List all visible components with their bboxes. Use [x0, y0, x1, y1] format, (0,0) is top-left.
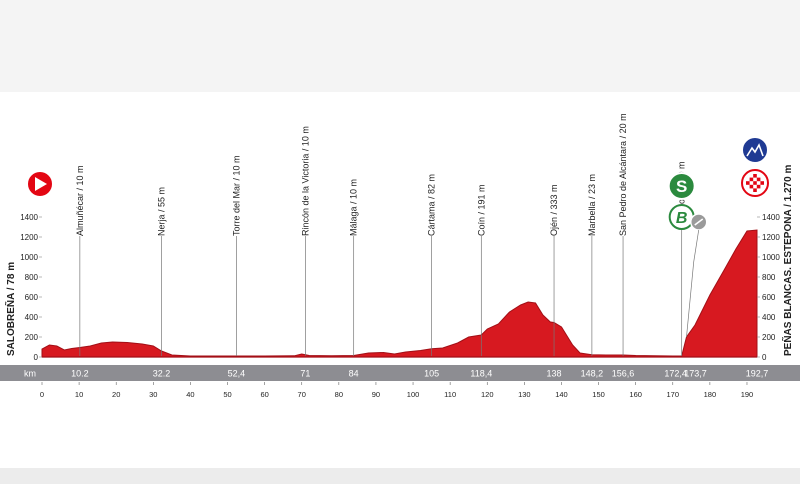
checker-square: [753, 188, 757, 192]
x-tick-label: 150: [592, 390, 605, 399]
x-tick-label: 170: [667, 390, 680, 399]
intermediate-marker-icon: [689, 213, 708, 231]
x-tick-label: 110: [444, 390, 456, 399]
x-tick-label: 100: [407, 390, 420, 399]
x-tick-label: 120: [481, 390, 494, 399]
y-tick-label-left: 200: [25, 333, 39, 342]
km-band-label: 10.2: [71, 369, 89, 379]
x-tick-label: 90: [372, 390, 380, 399]
km-band-label: 32.2: [153, 369, 171, 379]
climb-circle: [741, 136, 769, 164]
y-tick-label-right: 800: [762, 273, 776, 282]
x-tick-label: 0: [40, 390, 44, 399]
x-tick-label: 80: [335, 390, 343, 399]
y-tick-label-left: 1200: [20, 233, 38, 242]
km-band-label: 173,7: [684, 369, 707, 379]
waypoint-name: Málaga / 10 m: [349, 179, 359, 236]
x-tick-label: 20: [112, 390, 120, 399]
bonus-marker-icon: B: [668, 204, 695, 230]
x-tick-label: 70: [298, 390, 306, 399]
x-tick-label: 40: [186, 390, 194, 399]
x-tick-label: 130: [518, 390, 531, 399]
y-tick-label-right: 1200: [762, 233, 780, 242]
x-tick-label: 60: [260, 390, 268, 399]
checker-square: [756, 177, 761, 182]
x-tick-label: 30: [149, 390, 157, 399]
y-tick-label-right: 200: [762, 333, 776, 342]
km-band-label: 192,7: [746, 369, 769, 379]
play-arrow-icon: [35, 177, 47, 191]
intermediate-leader-line: [686, 229, 700, 338]
x-tick-label: 180: [704, 390, 717, 399]
km-band-label: 156,6: [612, 369, 635, 379]
km-band-label: 118,4: [470, 369, 492, 379]
intermediate-stripe: [694, 218, 704, 226]
chart-panel: [0, 92, 800, 468]
start-label: SALOBREÑA / 78 m: [4, 262, 17, 356]
mountain-climb-icon: [741, 136, 769, 164]
km-band: [0, 365, 800, 381]
sprint-letter: S: [676, 177, 687, 196]
km-band-label: 71: [300, 369, 310, 379]
finish-label: PEÑAS BLANCAS. ESTEPONA / 1.270 m: [781, 165, 794, 356]
checker-square: [749, 177, 754, 182]
km-band-label: 105: [424, 369, 439, 379]
start-marker-icon: [26, 170, 54, 198]
x-tick-label: 140: [555, 390, 568, 399]
y-tick-label-left: 400: [25, 313, 39, 322]
waypoint-name: Torre del Mar / 10 m: [231, 155, 241, 236]
mountain-peaks-icon: [746, 143, 764, 157]
bonus-letter: B: [676, 210, 688, 227]
waypoint-name: Nerja / 55 m: [156, 187, 166, 236]
km-band-label: 138: [547, 369, 562, 379]
x-tick-label: 50: [223, 390, 231, 399]
waypoint-name: Rincón de la Victoria / 10 m: [300, 126, 310, 236]
sprint-circle: [667, 172, 696, 200]
waypoint-name: San Pedro de Alcántara / 20 m: [618, 113, 628, 236]
waypoint-name: Ojén / 333 m: [549, 184, 559, 236]
y-tick-label-right: 600: [762, 293, 776, 302]
y-tick-label-left: 800: [25, 273, 39, 282]
checker-square: [756, 184, 761, 189]
y-tick-label-right: 1000: [762, 253, 780, 262]
y-tick-label-left: 1000: [20, 253, 38, 262]
km-band-label: 172,4: [664, 369, 687, 379]
x-tick-label: 160: [629, 390, 642, 399]
x-tick-label: 10: [75, 390, 83, 399]
finish-flag-icon: [741, 169, 769, 197]
waypoint-name: Marbella / 23 m: [587, 174, 597, 236]
checker-square: [753, 181, 757, 185]
elevation-profile: [41, 229, 758, 358]
checker-square: [749, 184, 754, 189]
checker-square: [760, 181, 764, 185]
km-band-title: km: [24, 369, 36, 379]
x-tick-label: 190: [741, 390, 754, 399]
y-tick-label-left: 1400: [20, 213, 38, 222]
waypoint-name: Cártama / 82 m: [427, 174, 437, 236]
sprint-marker-icon: S: [667, 172, 696, 200]
km-band-label: 52,4: [228, 369, 246, 379]
y-tick-label-right: 1400: [762, 213, 780, 222]
checker-square: [746, 181, 750, 185]
y-tick-label-left: 600: [25, 293, 39, 302]
top-panel: [0, 0, 800, 92]
waypoint-name: Almuñécar / 10 m: [75, 165, 85, 236]
km-band-label: 84: [349, 369, 359, 379]
km-band-label: 148,2: [581, 369, 604, 379]
y-tick-label-left: 0: [34, 353, 39, 362]
checker-square: [753, 174, 757, 178]
y-tick-label-right: 0: [762, 353, 767, 362]
waypoint-name: Coín / 191 m: [476, 184, 486, 236]
y-tick-label-right: 400: [762, 313, 776, 322]
